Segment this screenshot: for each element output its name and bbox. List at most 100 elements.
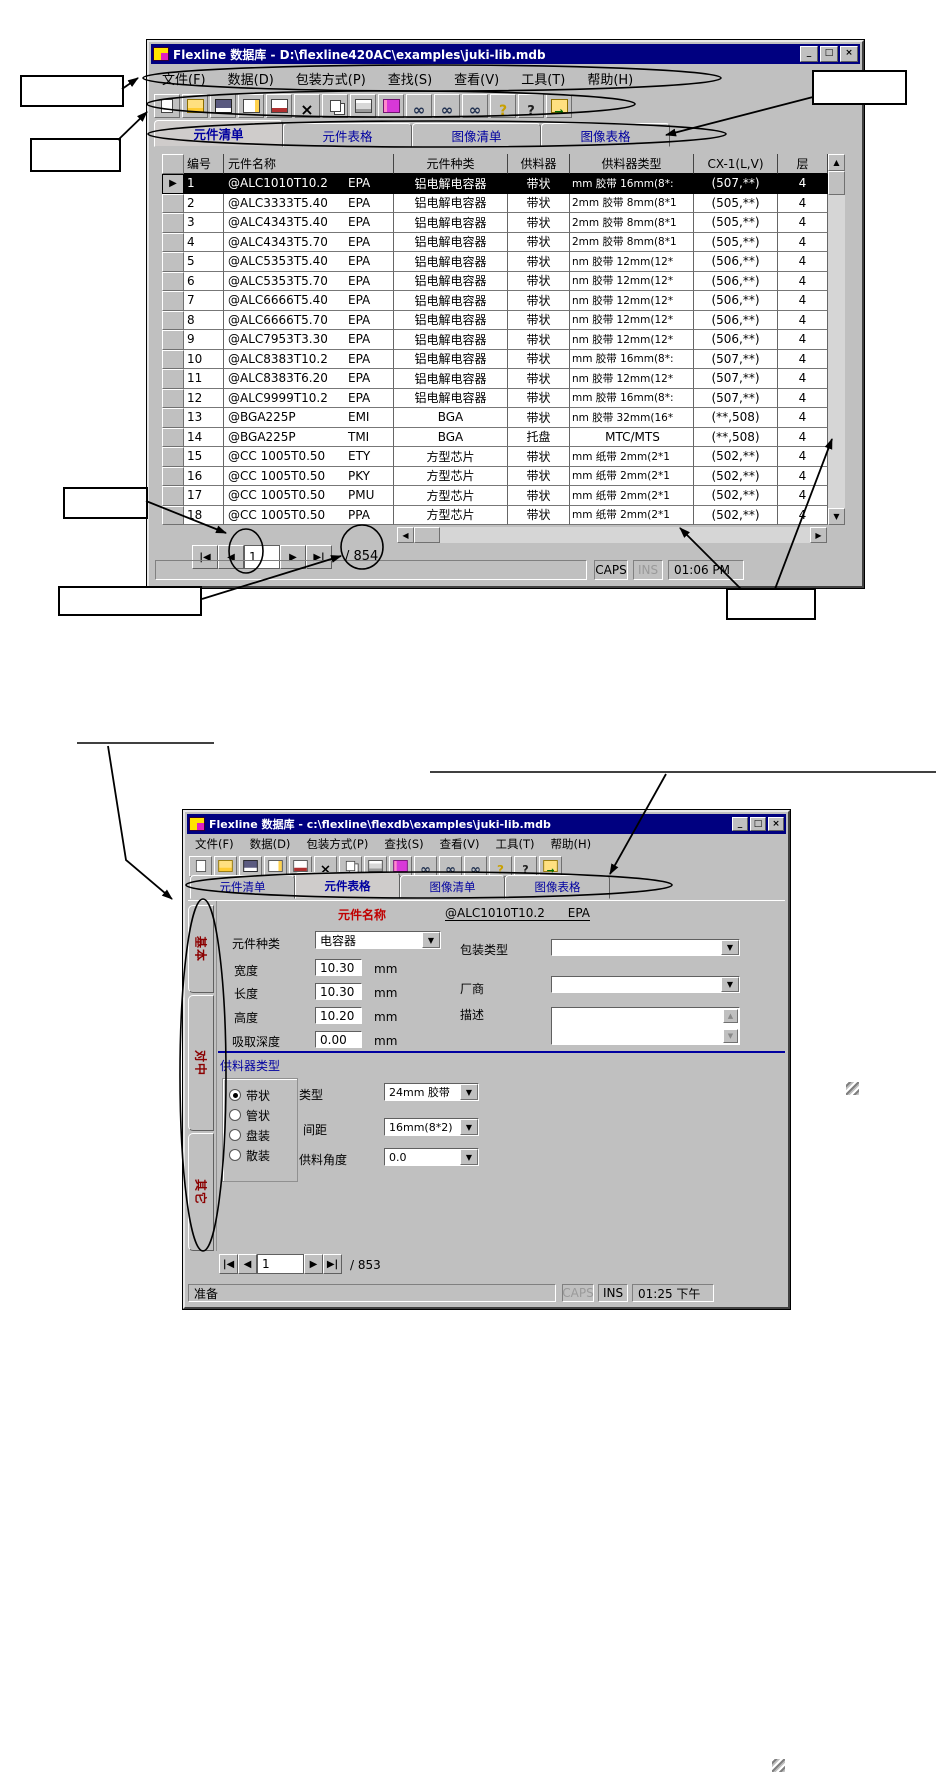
row-selector[interactable] bbox=[162, 193, 184, 213]
height-input[interactable]: 10.20 bbox=[315, 1007, 362, 1024]
row-selector[interactable] bbox=[162, 174, 184, 194]
menu-item[interactable]: 包装方式(P) bbox=[295, 72, 366, 88]
kind-dropdown[interactable]: 电容器 ▼ bbox=[315, 931, 441, 949]
scroll-thumb[interactable] bbox=[828, 171, 845, 195]
toolbar-button[interactable] bbox=[414, 855, 437, 877]
column-header[interactable]: 元件种类 bbox=[394, 154, 508, 174]
column-header[interactable]: 层 bbox=[778, 154, 828, 174]
table-row[interactable]: 5 @ALC5353T5.40 EPA 铝电解电容器 带状 nm 胶带 12mm(… bbox=[162, 252, 828, 272]
row-selector[interactable] bbox=[162, 349, 184, 369]
feed-angle-dropdown[interactable]: 0.0 ▼ bbox=[384, 1148, 479, 1166]
pitch-dropdown[interactable]: 16mm(8*2) ▼ bbox=[384, 1118, 479, 1136]
resize-grip[interactable] bbox=[846, 1082, 859, 1095]
tab[interactable]: 元件表格 bbox=[295, 872, 400, 899]
toolbar-button[interactable] bbox=[514, 855, 537, 877]
chevron-down-icon[interactable]: ▼ bbox=[422, 932, 440, 948]
current-record-input[interactable]: 1 bbox=[257, 1254, 304, 1274]
toolbar-button[interactable] bbox=[210, 94, 236, 118]
tab[interactable]: 元件清单 bbox=[154, 120, 283, 147]
row-selector[interactable] bbox=[162, 369, 184, 389]
column-header[interactable]: 供料器类型 bbox=[570, 154, 694, 174]
tab[interactable]: 图像表格 bbox=[541, 123, 670, 147]
tab[interactable]: 图像表格 bbox=[505, 875, 610, 899]
row-selector[interactable] bbox=[162, 466, 184, 486]
toolbar-button[interactable] bbox=[546, 94, 572, 118]
row-selector[interactable] bbox=[162, 252, 184, 272]
menu-item[interactable]: 查看(V) bbox=[439, 837, 480, 851]
menu-item[interactable]: 数据(D) bbox=[249, 837, 291, 851]
menu-item[interactable]: 查找(S) bbox=[387, 72, 433, 88]
feeder-radio[interactable]: 散装 bbox=[223, 1145, 297, 1165]
first-record-button[interactable] bbox=[219, 1254, 238, 1274]
toolbar-button[interactable] bbox=[294, 94, 320, 118]
toolbar-button[interactable] bbox=[214, 855, 237, 877]
minimize-icon[interactable]: _ bbox=[800, 46, 818, 62]
side-tab[interactable]: 对中 bbox=[188, 995, 214, 1131]
table-row[interactable]: 12 @ALC9999T10.2 EPA 铝电解电容器 带状 mm 胶带 16mm… bbox=[162, 388, 828, 408]
menu-item[interactable]: 工具(T) bbox=[521, 72, 566, 88]
table-row[interactable]: 11 @ALC8383T6.20 EPA 铝电解电容器 带状 nm 胶带 12mm… bbox=[162, 369, 828, 389]
table-row[interactable]: 3 @ALC4343T5.40 EPA 铝电解电容器 带状 2mm 胶带 8mm(… bbox=[162, 213, 828, 233]
table-row[interactable]: 6 @ALC5353T5.70 EPA 铝电解电容器 带状 nm 胶带 12mm(… bbox=[162, 271, 828, 291]
row-selector[interactable] bbox=[162, 213, 184, 233]
tab[interactable]: 图像清单 bbox=[412, 123, 541, 147]
chevron-down-icon[interactable]: ▼ bbox=[721, 940, 739, 955]
chevron-down-icon[interactable]: ▼ bbox=[460, 1084, 478, 1100]
row-selector[interactable] bbox=[162, 291, 184, 311]
toolbar-button[interactable] bbox=[378, 94, 404, 118]
previous-record-button[interactable] bbox=[238, 1254, 257, 1274]
column-header[interactable]: 编号 bbox=[184, 154, 224, 174]
menu-item[interactable]: 包装方式(P) bbox=[306, 837, 369, 851]
chevron-down-icon[interactable]: ▼ bbox=[721, 977, 739, 992]
toolbar-button[interactable] bbox=[434, 94, 460, 118]
scroll-right-icon[interactable]: ▶ bbox=[810, 527, 827, 543]
table-row[interactable]: 7 @ALC6666T5.40 EPA 铝电解电容器 带状 nm 胶带 12mm(… bbox=[162, 291, 828, 311]
menu-item[interactable]: 文件(F) bbox=[162, 72, 206, 88]
toolbar-button[interactable] bbox=[489, 855, 512, 877]
resize-grip[interactable] bbox=[772, 1759, 785, 1772]
description-input[interactable]: ▲ ▼ bbox=[551, 1007, 740, 1045]
row-selector[interactable] bbox=[162, 427, 184, 447]
title-bar[interactable]: Flexline 数据库 - D:\flexline420AC\examples… bbox=[151, 44, 860, 64]
menu-item[interactable]: 数据(D) bbox=[227, 72, 274, 88]
toolbar-button[interactable] bbox=[189, 855, 212, 877]
menu-item[interactable]: 帮助(H) bbox=[587, 72, 634, 88]
scroll-down-icon[interactable]: ▼ bbox=[723, 1029, 738, 1043]
row-selector[interactable] bbox=[162, 505, 184, 525]
table-row[interactable]: 9 @ALC7953T3.30 EPA 铝电解电容器 带状 nm 胶带 12mm(… bbox=[162, 330, 828, 350]
toolbar-button[interactable] bbox=[518, 94, 544, 118]
next-record-button[interactable] bbox=[304, 1254, 323, 1274]
scroll-track[interactable] bbox=[414, 527, 810, 543]
row-selector[interactable] bbox=[162, 330, 184, 350]
table-row[interactable]: 15 @CC 1005T0.50 ETY 方型芯片 带状 mm 纸带 2mm(2*… bbox=[162, 447, 828, 467]
feeder-radio[interactable]: 管状 bbox=[223, 1105, 297, 1125]
chevron-down-icon[interactable]: ▼ bbox=[460, 1119, 478, 1135]
scroll-up-icon[interactable]: ▲ bbox=[828, 154, 845, 171]
scroll-thumb[interactable] bbox=[414, 527, 440, 543]
row-selector[interactable] bbox=[162, 486, 184, 506]
feeder-radio[interactable]: 带状 bbox=[223, 1085, 297, 1105]
table-row[interactable]: 16 @CC 1005T0.50 PKY 方型芯片 带状 mm 纸带 2mm(2*… bbox=[162, 466, 828, 486]
table-row[interactable]: 14 @BGA225P TMI BGA 托盘 MTC/MTS (**,508) 4 bbox=[162, 427, 828, 447]
package-dropdown[interactable]: ▼ bbox=[551, 939, 740, 956]
feeder-type-dropdown[interactable]: 24mm 胶带 ▼ bbox=[384, 1083, 479, 1101]
toolbar-button[interactable] bbox=[350, 94, 376, 118]
scroll-up-icon[interactable]: ▲ bbox=[723, 1009, 738, 1023]
length-input[interactable]: 10.30 bbox=[315, 983, 362, 1000]
row-selector[interactable] bbox=[162, 310, 184, 330]
width-input[interactable]: 10.30 bbox=[315, 959, 362, 976]
close-icon[interactable]: × bbox=[840, 46, 858, 62]
last-record-button[interactable] bbox=[323, 1254, 342, 1274]
table-row[interactable]: 18 @CC 1005T0.50 PPA 方型芯片 带状 mm 纸带 2mm(2*… bbox=[162, 505, 828, 525]
toolbar-button[interactable] bbox=[406, 94, 432, 118]
toolbar-button[interactable] bbox=[182, 94, 208, 118]
minimize-icon[interactable]: _ bbox=[732, 817, 748, 831]
toolbar-button[interactable] bbox=[322, 94, 348, 118]
toolbar-button[interactable] bbox=[539, 855, 562, 877]
toolbar-button[interactable] bbox=[264, 855, 287, 877]
tab[interactable]: 元件清单 bbox=[190, 875, 295, 899]
toolbar-button[interactable] bbox=[266, 94, 292, 118]
chevron-down-icon[interactable]: ▼ bbox=[460, 1149, 478, 1165]
row-selector[interactable] bbox=[162, 447, 184, 467]
table-row[interactable]: 8 @ALC6666T5.70 EPA 铝电解电容器 带状 nm 胶带 12mm(… bbox=[162, 310, 828, 330]
